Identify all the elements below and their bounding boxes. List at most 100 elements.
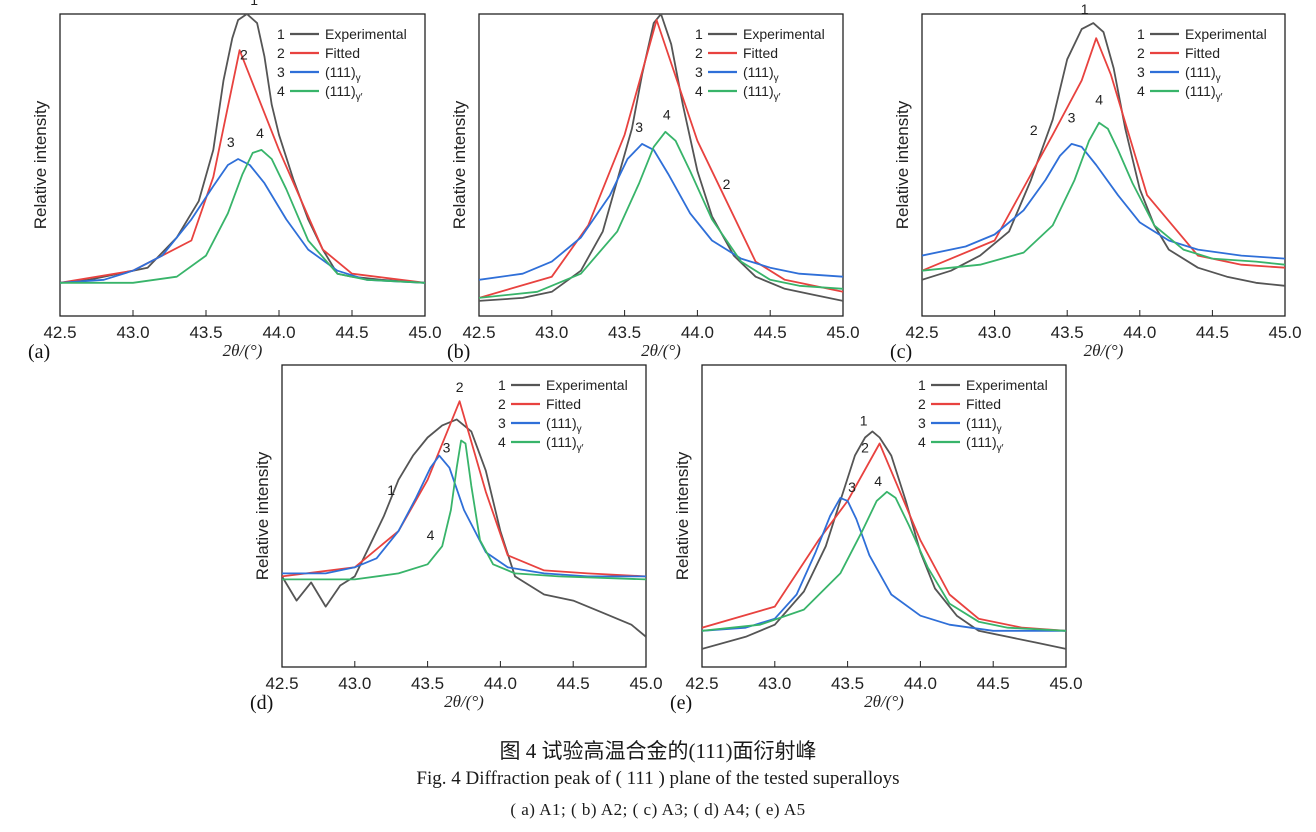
series-line--111- bbox=[282, 454, 646, 578]
series-line--111- bbox=[922, 121, 1285, 272]
legend-label: (111)γ′ bbox=[1185, 83, 1223, 103]
series-group bbox=[282, 400, 646, 638]
curve-annotation: 3 bbox=[1068, 110, 1076, 126]
legend-number: 2 bbox=[277, 45, 285, 61]
x-tick-label: 45.0 bbox=[629, 674, 662, 693]
x-tick-label: 42.5 bbox=[462, 323, 495, 342]
series-line--111- bbox=[60, 148, 425, 284]
x-tick-label: 42.5 bbox=[905, 323, 938, 342]
legend-number: 4 bbox=[498, 434, 506, 450]
figure-caption-subpanels: ( a) A1; ( b) A2; ( c) A3; ( d) A4; ( e)… bbox=[510, 800, 806, 819]
series-line-experimental bbox=[282, 418, 646, 638]
curve-annotation: 4 bbox=[1095, 92, 1103, 108]
chart-panel-2: 42.5 43.0 43.5 44.0 44.5 45.0 2θ/(°) Relative i… bbox=[447, 0, 860, 363]
x-tick-label: 44.5 bbox=[977, 674, 1010, 693]
curve-annotation: 2 bbox=[861, 440, 869, 456]
series-line-fitted bbox=[479, 19, 843, 299]
curve-annotation: 2 bbox=[456, 379, 464, 395]
legend-label: Experimental bbox=[966, 377, 1048, 393]
legend-label: Fitted bbox=[966, 396, 1001, 412]
legend-number: 2 bbox=[1137, 45, 1145, 61]
x-axis-label: 2θ/(°) bbox=[1084, 341, 1124, 360]
legend-label: Experimental bbox=[743, 26, 825, 42]
curve-annotation: 2 bbox=[240, 46, 248, 62]
legend-label: (111)γ′ bbox=[966, 434, 1004, 454]
legend-number: 3 bbox=[498, 415, 506, 431]
x-tick-label: 44.5 bbox=[335, 323, 368, 342]
legend-number: 1 bbox=[918, 377, 926, 393]
series-line-experimental bbox=[922, 22, 1285, 287]
curve-annotation: 1 bbox=[1081, 1, 1089, 17]
panel-label: (e) bbox=[670, 692, 692, 714]
curve-annotation: 1 bbox=[860, 412, 868, 428]
x-tick-label: 43.5 bbox=[831, 674, 864, 693]
series-group bbox=[922, 22, 1285, 287]
legend-label: Experimental bbox=[325, 26, 407, 42]
x-tick-label: 44.0 bbox=[1123, 323, 1156, 342]
legend-number: 1 bbox=[695, 26, 703, 42]
legend-number: 1 bbox=[498, 377, 506, 393]
x-tick-label: 43.0 bbox=[338, 674, 371, 693]
legend-label: Fitted bbox=[743, 45, 778, 61]
series-group bbox=[702, 430, 1066, 650]
curve-annotation: 4 bbox=[256, 125, 264, 141]
curve-annotation: 4 bbox=[874, 473, 882, 489]
x-tick-label: 44.5 bbox=[754, 323, 787, 342]
legend-number: 4 bbox=[1137, 83, 1145, 99]
legend-label: (111)γ bbox=[546, 415, 582, 435]
legend-number: 3 bbox=[1137, 64, 1145, 80]
x-tick-label: 42.5 bbox=[43, 323, 76, 342]
x-tick-label: 42.5 bbox=[265, 674, 298, 693]
curve-annotation: 1 bbox=[250, 0, 258, 8]
legend-label: (111)γ bbox=[743, 64, 779, 84]
figure: 42.5 43.0 43.5 44.0 44.5 45.0 2θ/(°) Relative i… bbox=[28, 0, 1302, 714]
legend-label: (111)γ′ bbox=[743, 83, 781, 103]
y-axis-label: Relative intensity bbox=[253, 451, 272, 580]
legend-number: 1 bbox=[1137, 26, 1145, 42]
legend-label: (111)γ′ bbox=[325, 83, 363, 103]
plot-frame bbox=[921, 13, 1286, 317]
x-tick-label: 44.0 bbox=[904, 674, 937, 693]
plot-frame bbox=[59, 13, 426, 317]
chart-panel-4: 42.5 43.0 43.5 44.0 44.5 45.0 2θ/(°) Relative i… bbox=[250, 364, 663, 714]
figure-caption-chinese: 图 4 试验高温合金的(111)面衍射峰 bbox=[499, 739, 817, 763]
legend-label: Experimental bbox=[546, 377, 628, 393]
x-tick-label: 43.5 bbox=[189, 323, 222, 342]
legend-number: 3 bbox=[277, 64, 285, 80]
x-axis-label: 2θ/(°) bbox=[444, 692, 484, 711]
series-line-fitted bbox=[282, 400, 646, 578]
legend-label: (111)γ bbox=[325, 64, 361, 84]
y-axis-label: Relative intensity bbox=[673, 451, 692, 580]
x-tick-label: 43.0 bbox=[758, 674, 791, 693]
y-axis-label: Relative intensity bbox=[893, 100, 912, 229]
legend-number: 4 bbox=[918, 434, 926, 450]
x-tick-label: 45.0 bbox=[1049, 674, 1082, 693]
legend-label: Experimental bbox=[1185, 26, 1267, 42]
y-axis-label: Relative intensity bbox=[450, 100, 469, 229]
series-line-experimental bbox=[702, 430, 1066, 650]
x-axis-label: 2θ/(°) bbox=[641, 341, 681, 360]
curve-annotation: 1 bbox=[656, 0, 664, 2]
x-tick-label: 45.0 bbox=[826, 323, 859, 342]
curve-annotation: 2 bbox=[723, 176, 731, 192]
series-line--111- bbox=[702, 490, 1066, 632]
curve-annotation: 2 bbox=[1030, 122, 1038, 138]
y-axis-label: Relative intensity bbox=[31, 100, 50, 229]
legend-label: (111)γ bbox=[1185, 64, 1221, 84]
chart-panel-3: 42.5 43.0 43.5 44.0 44.5 45.0 2θ/(°) Relative i… bbox=[890, 1, 1302, 363]
x-tick-label: 43.5 bbox=[411, 674, 444, 693]
legend-number: 2 bbox=[695, 45, 703, 61]
series-group bbox=[479, 14, 843, 302]
series-line--111- bbox=[922, 142, 1285, 260]
legend-number: 3 bbox=[918, 415, 926, 431]
x-tick-label: 43.0 bbox=[978, 323, 1011, 342]
plot-frame bbox=[281, 364, 647, 668]
x-tick-label: 44.0 bbox=[262, 323, 295, 342]
legend-label: Fitted bbox=[546, 396, 581, 412]
panel-label: (b) bbox=[447, 341, 470, 363]
legend-number: 4 bbox=[695, 83, 703, 99]
legend-number: 3 bbox=[695, 64, 703, 80]
legend-label: (111)γ′ bbox=[546, 434, 584, 454]
series-line--111- bbox=[282, 439, 646, 581]
legend-number: 2 bbox=[918, 396, 926, 412]
